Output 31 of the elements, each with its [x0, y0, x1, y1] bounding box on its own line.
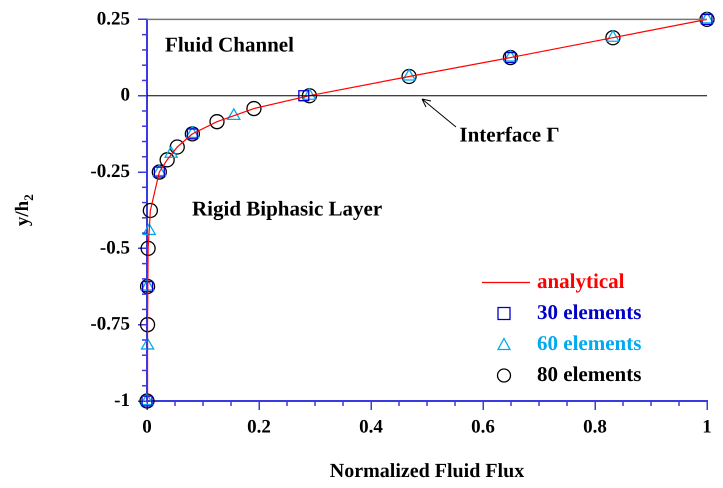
point: [246, 100, 262, 116]
y-axis-title: y/h2: [12, 194, 36, 226]
point: [160, 152, 175, 168]
x-tick-label: 0.8: [583, 416, 607, 438]
point: [401, 68, 417, 84]
legend-label: 60 elements: [537, 330, 642, 355]
point: [605, 30, 621, 46]
annotation: Interface Γ: [459, 122, 560, 147]
y-tick-label: 0: [120, 84, 130, 106]
point: [140, 317, 156, 332]
x-tick-label: 1: [702, 416, 712, 438]
point: [302, 88, 318, 104]
y-tick-label: -1: [114, 390, 130, 411]
legend-label: 30 elements: [537, 300, 642, 324]
legend-label: 80 elements: [537, 362, 642, 386]
x-tick-label: 0.2: [247, 416, 271, 438]
x-tick-label: 0: [142, 416, 152, 438]
point: [142, 202, 158, 218]
y-tick-label: -0.25: [90, 160, 130, 182]
y-tick-label: -0.5: [100, 237, 130, 258]
point: [140, 240, 156, 256]
legend-label: analytical: [537, 268, 625, 293]
point: [170, 139, 185, 155]
y-tick-label: 0.25: [96, 8, 130, 30]
x-tick-label: 0.6: [471, 416, 495, 438]
annotation: Fluid Channel: [165, 32, 294, 56]
y-tick-label: -0.75: [90, 314, 130, 335]
x-axis-title: Normalized Fluid Flux: [330, 460, 524, 482]
point: [209, 114, 225, 130]
x-tick-label: 0.4: [359, 416, 384, 438]
annotation: Rigid Biphasic Layer: [192, 196, 382, 220]
